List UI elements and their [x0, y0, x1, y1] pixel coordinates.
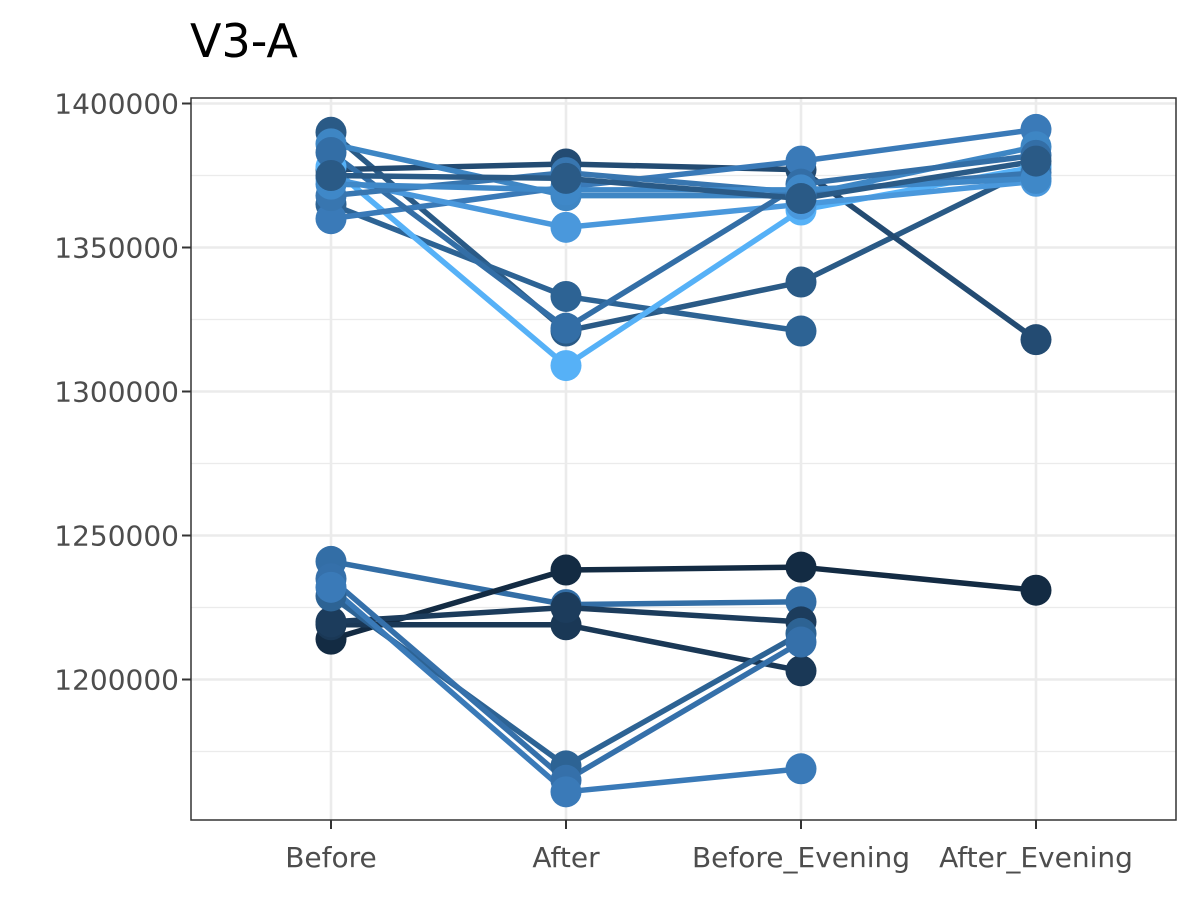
series-line: [329, 164, 1037, 369]
data-point: [550, 280, 582, 312]
series-line: [330, 564, 1037, 642]
data-point: [315, 571, 347, 603]
data-point: [315, 136, 347, 168]
y-tick-label: 1350000: [54, 232, 179, 265]
data-point: [550, 162, 582, 194]
data-point: [785, 551, 817, 583]
x-axis: Before After Before_Evening After_Evening: [285, 820, 1133, 874]
data-point: [1020, 574, 1052, 606]
y-tick-label: 1200000: [54, 664, 179, 697]
data-point: [785, 626, 817, 658]
series-line: [329, 130, 1038, 334]
series-points: [315, 113, 1052, 808]
data-point: [315, 203, 347, 235]
plot-border: [190, 97, 1177, 821]
data-point: [785, 655, 817, 687]
y-tick-label: 1250000: [54, 520, 179, 553]
data-point: [1020, 324, 1052, 356]
data-point: [785, 266, 817, 298]
x-tick-label: After_Evening: [939, 841, 1133, 874]
data-point: [785, 753, 817, 785]
data-point: [315, 606, 347, 638]
data-point: [550, 592, 582, 623]
series-line: [330, 175, 1037, 231]
data-point: [785, 145, 817, 177]
data-point: [785, 183, 817, 215]
chart-title: V3-A: [190, 14, 298, 68]
x-tick-label: Before_Evening: [692, 841, 910, 874]
y-tick-label: 1300000: [54, 376, 179, 409]
data-point: [785, 315, 817, 347]
series-line: [330, 161, 1038, 342]
y-axis: 1200000 1250000 1300000 1350000 1400000: [54, 88, 191, 697]
data-point: [1020, 145, 1052, 177]
data-point: [550, 350, 582, 382]
data-point: [550, 554, 582, 586]
x-tick-label: Before: [285, 841, 377, 874]
series-line: [329, 150, 1037, 331]
data-point: [315, 160, 347, 191]
x-tick-label: After: [532, 841, 600, 874]
minor-grid: [191, 174, 1176, 753]
series-lines: [329, 126, 1038, 795]
data-point: [550, 776, 582, 808]
y-tick-label: 1400000: [54, 88, 179, 121]
series-line: [330, 158, 1037, 202]
data-point: [550, 312, 582, 344]
major-grid: [191, 98, 1176, 820]
data-point: [550, 211, 582, 243]
